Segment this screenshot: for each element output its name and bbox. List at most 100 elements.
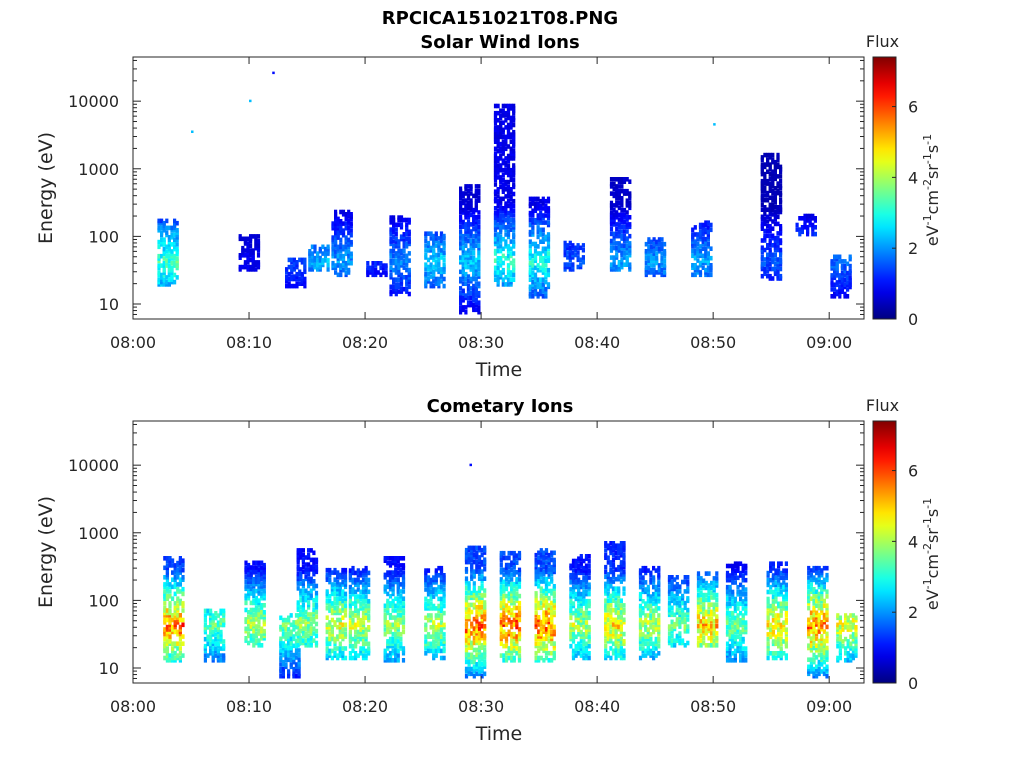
data-cell bbox=[461, 248, 465, 253]
data-cell bbox=[257, 603, 261, 608]
data-cell bbox=[338, 617, 342, 623]
data-cell bbox=[244, 636, 248, 641]
data-cell bbox=[528, 286, 532, 292]
data-cell bbox=[399, 601, 403, 606]
data-cell bbox=[426, 603, 431, 609]
data-cell bbox=[499, 270, 503, 275]
data-cell bbox=[364, 641, 368, 647]
data-cell bbox=[432, 279, 436, 284]
data-cell bbox=[396, 577, 400, 582]
data-cell bbox=[175, 237, 179, 242]
data-cell bbox=[612, 186, 616, 192]
data-cell bbox=[477, 545, 482, 551]
data-cell bbox=[480, 583, 484, 589]
data-cell bbox=[579, 257, 583, 263]
data-cell bbox=[510, 589, 514, 594]
data-cell bbox=[493, 115, 498, 121]
data-cell bbox=[512, 213, 516, 218]
data-cell bbox=[343, 608, 348, 613]
data-cell bbox=[296, 564, 300, 570]
data-cell bbox=[477, 224, 481, 229]
heatmap-cells bbox=[163, 463, 858, 679]
data-cell bbox=[493, 215, 498, 221]
data-cell bbox=[396, 631, 400, 637]
data-cell bbox=[344, 244, 348, 250]
data-cell bbox=[604, 643, 608, 649]
data-cell bbox=[472, 274, 476, 279]
data-cell bbox=[652, 272, 656, 278]
data-cell bbox=[178, 560, 182, 566]
data-cell bbox=[604, 607, 608, 613]
data-cell bbox=[696, 267, 700, 273]
data-cell bbox=[475, 640, 479, 646]
data-cell bbox=[312, 626, 316, 631]
data-cell bbox=[325, 629, 329, 635]
data-cell bbox=[771, 171, 775, 177]
data-cell bbox=[617, 636, 621, 642]
data-cell bbox=[693, 232, 697, 237]
data-cell bbox=[504, 103, 508, 109]
data-cell bbox=[333, 567, 337, 573]
data-cell bbox=[760, 202, 764, 208]
data-cell bbox=[464, 652, 469, 658]
data-cell bbox=[480, 559, 484, 565]
data-cell bbox=[617, 191, 621, 196]
data-cell bbox=[504, 227, 508, 232]
data-cell bbox=[496, 137, 500, 142]
data-cell bbox=[298, 271, 302, 277]
data-cell bbox=[361, 594, 366, 599]
data-cell bbox=[397, 239, 401, 244]
data-cell bbox=[424, 643, 428, 649]
data-cell bbox=[533, 277, 538, 282]
data-cell bbox=[763, 221, 767, 227]
data-cell bbox=[763, 212, 767, 217]
data-cell bbox=[577, 589, 581, 595]
data-cell bbox=[296, 571, 300, 577]
data-cell bbox=[333, 596, 337, 601]
data-cell bbox=[696, 241, 700, 247]
data-cell bbox=[541, 201, 545, 206]
data-cell bbox=[766, 169, 770, 174]
data-cell bbox=[472, 267, 476, 272]
data-cell bbox=[539, 579, 543, 584]
data-cell bbox=[566, 243, 570, 248]
data-cell bbox=[612, 212, 616, 218]
data-cell bbox=[506, 246, 511, 252]
data-cell bbox=[341, 605, 345, 611]
data-cell bbox=[402, 286, 406, 292]
data-cell bbox=[297, 615, 301, 621]
data-cell bbox=[496, 275, 500, 280]
data-cell bbox=[467, 583, 471, 589]
data-cell bbox=[612, 207, 616, 213]
data-cell bbox=[383, 617, 387, 623]
data-cell bbox=[499, 113, 503, 118]
data-cell bbox=[301, 569, 305, 575]
data-cell bbox=[512, 641, 516, 646]
data-cell bbox=[569, 608, 573, 613]
data-cell bbox=[577, 641, 581, 647]
data-cell bbox=[474, 236, 478, 241]
data-cell bbox=[165, 655, 169, 661]
data-cell bbox=[534, 593, 538, 599]
data-cell bbox=[442, 577, 446, 583]
data-cell bbox=[507, 555, 511, 561]
data-cell bbox=[459, 293, 463, 298]
data-cell bbox=[499, 579, 503, 585]
data-cell bbox=[260, 567, 264, 573]
plot-area[interactable] bbox=[132, 56, 865, 320]
data-cell bbox=[466, 193, 471, 199]
data-cell bbox=[388, 653, 393, 658]
data-cell bbox=[840, 273, 844, 278]
data-cell bbox=[472, 286, 476, 291]
data-cell bbox=[510, 581, 514, 587]
data-cell bbox=[483, 624, 487, 629]
data-cell bbox=[367, 648, 371, 654]
data-cell bbox=[175, 256, 179, 261]
data-cell bbox=[361, 655, 366, 661]
data-cell bbox=[301, 609, 305, 615]
data-cell bbox=[328, 579, 332, 585]
data-cell bbox=[249, 612, 253, 617]
data-cell bbox=[299, 552, 303, 558]
data-cell bbox=[389, 241, 393, 247]
data-cell bbox=[509, 106, 513, 111]
